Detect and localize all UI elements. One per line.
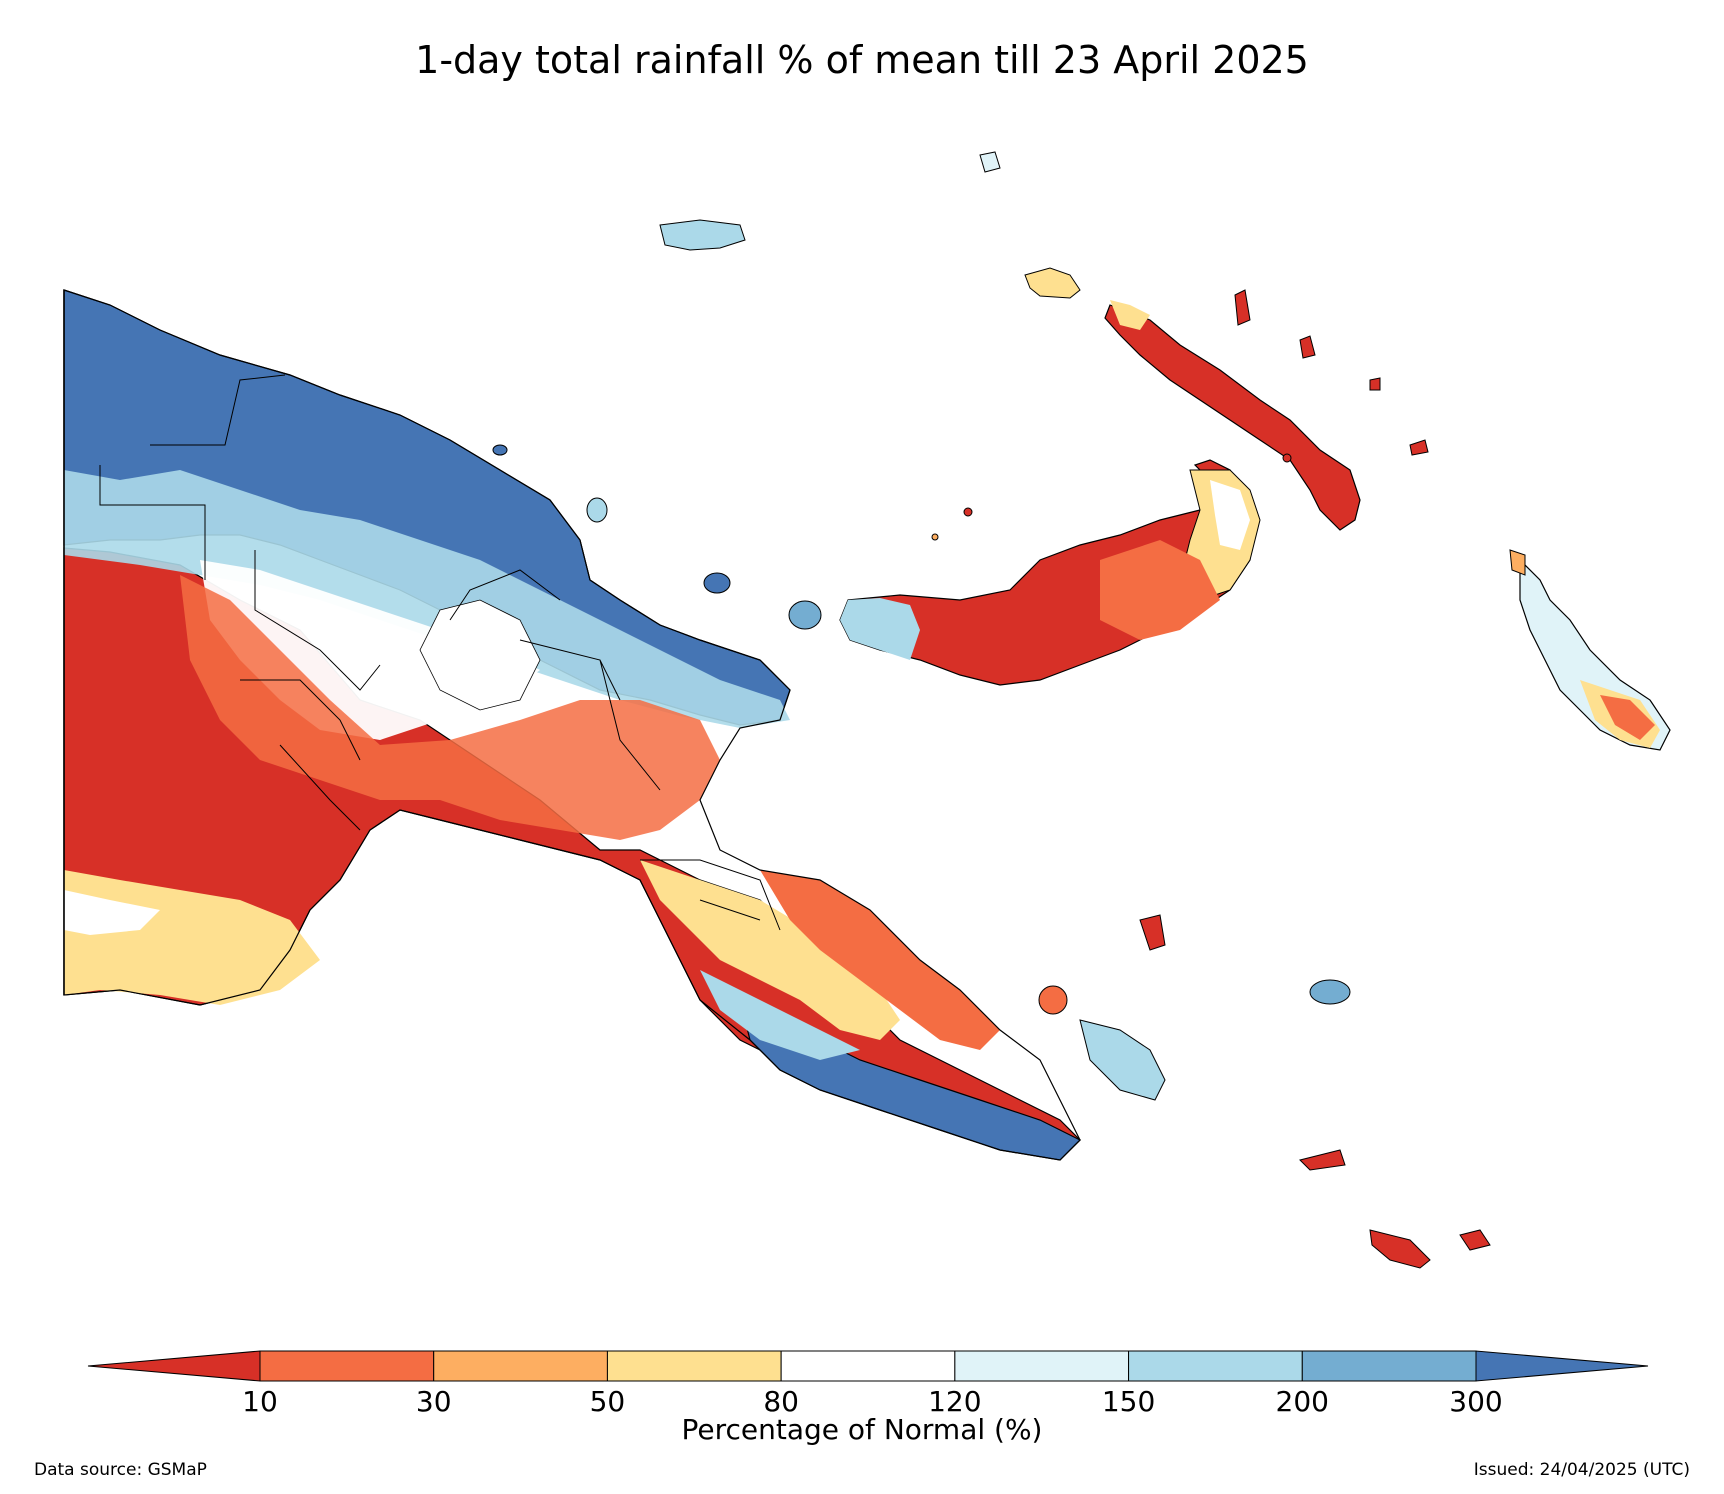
manus: [659, 219, 746, 251]
colorbar-extend-low: [87, 1350, 261, 1382]
mainland-southwest-white: [64, 890, 160, 935]
mainland-southeast-yellow: [640, 860, 900, 1040]
island: [963, 507, 973, 517]
colorbar-segment: [780, 1350, 956, 1382]
island: [1309, 979, 1351, 1005]
mainland-transition-light-blue: [64, 470, 790, 728]
map-title: 1-day total rainfall % of mean till 23 A…: [415, 38, 1309, 82]
colorbar-segment: [606, 1350, 782, 1382]
mainland-central-highlands: [419, 599, 541, 711]
colorbar-segment: [1301, 1350, 1477, 1382]
mainland-southeast-orange: [760, 870, 1000, 1050]
new-britain-gazelle-white: [1210, 480, 1250, 550]
mussau-main: [979, 151, 1001, 173]
colorbar-tick-label: 30: [415, 1385, 452, 1418]
mainland-coastline: [63, 289, 1081, 1161]
colorbar-tick-label: 200: [1275, 1385, 1330, 1418]
island: [1409, 439, 1429, 456]
colorbar-tick-label: 120: [928, 1385, 982, 1418]
island: [788, 600, 822, 630]
mussau: [979, 151, 1001, 173]
bougainville: [1509, 549, 1671, 751]
colorbar-tick-label: 50: [589, 1385, 626, 1418]
island: [1038, 985, 1068, 1015]
mainland-transition-orange: [180, 575, 720, 840]
island: [1139, 914, 1166, 951]
colorbar-segment: [1128, 1350, 1303, 1382]
island: [1299, 1149, 1346, 1171]
island: [1234, 289, 1251, 326]
island: [931, 533, 939, 541]
new-britain-east-orange: [1100, 540, 1220, 640]
issued-date-note: Issued: 24/04/2025 (UTC): [1473, 1460, 1690, 1480]
island: [1299, 335, 1316, 359]
data-source-note: Data source: GSMaP: [34, 1460, 207, 1480]
island: [703, 572, 731, 594]
new-ireland-main: [1104, 304, 1361, 531]
buka: [1509, 549, 1526, 576]
new-ireland-west-yellow: [1110, 300, 1150, 330]
small-islands: [492, 289, 1491, 1269]
island: [586, 497, 608, 523]
colorbar-tick-label: 80: [763, 1385, 799, 1418]
colorbar-segment: [433, 1350, 608, 1382]
island: [1369, 1229, 1431, 1269]
mainland: [63, 289, 1082, 1161]
new-britain-west-blue: [840, 598, 920, 660]
colorbar-segment: [954, 1350, 1130, 1382]
colorbar-segment: [259, 1350, 435, 1382]
colorbar-tick-label: 150: [1101, 1385, 1156, 1418]
island: [1459, 1229, 1491, 1251]
island: [1079, 1019, 1166, 1101]
colorbar-extend-high: [1475, 1350, 1649, 1382]
new-ireland: [1104, 300, 1361, 531]
colorbar-label: Percentage of Normal (%): [681, 1413, 1043, 1446]
colorbar-tick-label: 300: [1449, 1385, 1503, 1418]
bougainville-south-orange: [1600, 695, 1655, 740]
province-boundary: [99, 374, 781, 931]
island: [492, 444, 508, 456]
manus-main: [659, 219, 746, 251]
new-hanover-main: [1024, 267, 1081, 299]
island: [1369, 377, 1381, 391]
island: [1282, 453, 1292, 463]
colorbar-tick-label: 10: [242, 1385, 278, 1418]
colorbar-segments: [87, 1350, 1649, 1382]
mainland-southeast-light-blue: [700, 970, 860, 1060]
new-hanover: [1024, 267, 1081, 299]
new-britain: [839, 459, 1261, 686]
